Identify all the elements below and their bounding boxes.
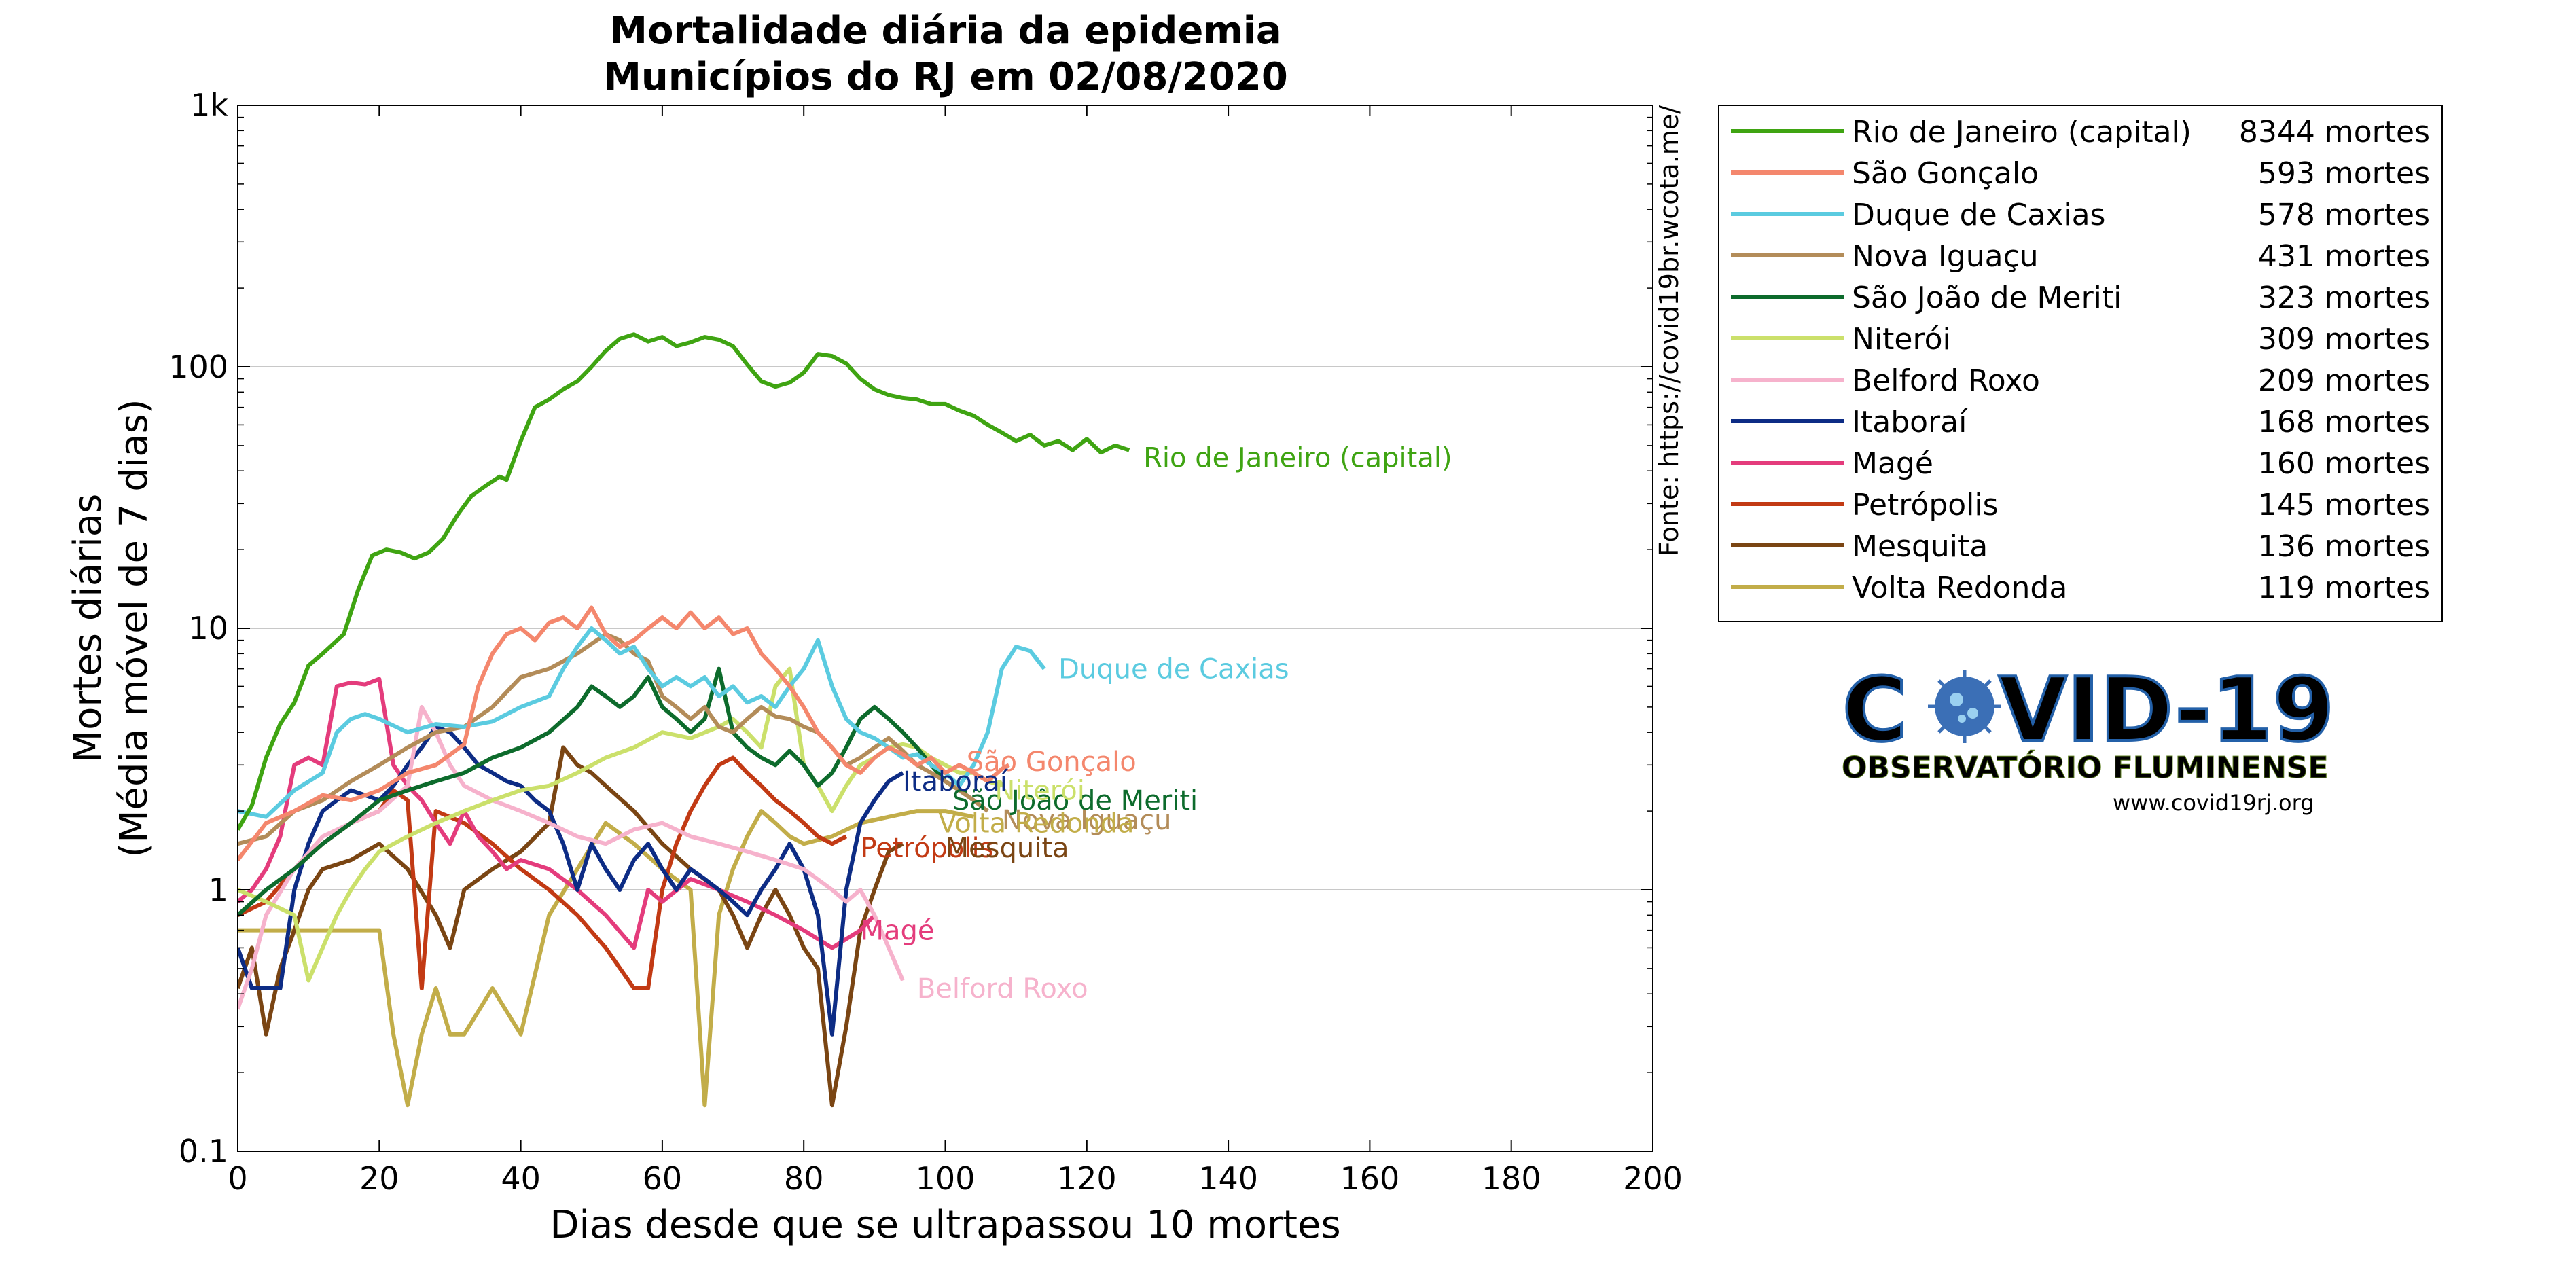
legend-entry: Niterói 309 mortes <box>1731 322 2430 357</box>
legend-entry: Magé 160 mortes <box>1731 446 2430 481</box>
legend-count: 431 mortes <box>2258 239 2430 274</box>
covid-logo: C VID-19 OBSERVATÓRIO FLUMINENSE www.cov… <box>1841 657 2336 816</box>
legend-entry: Mesquita 136 mortes <box>1731 529 2430 564</box>
y-axis-label: (Média móvel de 7 dias) <box>112 399 156 857</box>
series-end-label: São Gonçalo <box>967 746 1137 778</box>
x-axis-label: Dias desde que se ultrapassou 10 mortes <box>550 1203 1340 1247</box>
series-end-label: Itaboraí <box>903 766 1009 797</box>
legend-name: Volta Redonda <box>1852 571 2067 605</box>
x-tick-label: 60 <box>643 1160 683 1197</box>
x-tick-label: 20 <box>359 1160 399 1197</box>
series-line <box>238 666 975 917</box>
series-end-label: Mesquita <box>946 833 1069 864</box>
series-line <box>238 677 876 950</box>
legend-entry: Volta Redonda 119 mortes <box>1731 571 2430 605</box>
series-end-label: Volta Redonda <box>938 808 1134 840</box>
legend-count: 309 mortes <box>2258 322 2430 357</box>
legend-count: 145 mortes <box>2258 488 2430 522</box>
legend-count: 209 mortes <box>2258 363 2430 398</box>
legend-name: Petrópolis <box>1852 488 1999 522</box>
x-tick-label: 120 <box>1057 1160 1117 1197</box>
plot-series: Rio de Janeiro (capital) São Gonçalo Duque… <box>238 332 1452 1108</box>
legend-name: Rio de Janeiro (capital) <box>1852 115 2192 149</box>
y-tick-label: 1 <box>209 871 228 908</box>
legend-count: 593 mortes <box>2258 156 2430 191</box>
legend-entry: Itaboraí 168 mortes <box>1731 405 2430 439</box>
y-tick-label: 1k <box>190 87 228 124</box>
x-tick-label: 100 <box>916 1160 976 1197</box>
legend-count: 323 mortes <box>2258 281 2430 315</box>
series-line <box>238 605 1010 861</box>
legend-entry: São Gonçalo 593 mortes <box>1731 156 2430 191</box>
y-tick-label: 0.1 <box>179 1133 228 1170</box>
axis-labels: Dias desde que se ultrapassou 10 mortes M… <box>66 399 1341 1247</box>
chart-title: Mortalidade diária da epidemiaMunicípios… <box>603 9 1288 99</box>
legend-entry: Nova Iguaçu 431 mortes <box>1731 239 2430 274</box>
legend-entry: Rio de Janeiro (capital) 8344 mortes <box>1731 115 2430 149</box>
x-tick-label: 200 <box>1623 1160 1683 1197</box>
legend-name: Belford Roxo <box>1852 363 2040 398</box>
legend-name: Niterói <box>1852 322 1951 357</box>
legend-entry: Belford Roxo 209 mortes <box>1731 363 2430 398</box>
series-end-label: Niterói <box>995 776 1084 807</box>
series-line <box>238 745 904 1108</box>
legend-count: 136 mortes <box>2258 529 2430 564</box>
legend-name: São Gonçalo <box>1852 156 2039 191</box>
legend-entry: Petrópolis 145 mortes <box>1731 488 2430 522</box>
legend-name: Mesquita <box>1852 529 1988 564</box>
x-tick-label: 80 <box>784 1160 824 1197</box>
series-line <box>238 809 974 1108</box>
logo-word: VID-19 <box>1999 658 2334 761</box>
series-end-label: São João de Meriti <box>952 785 1198 816</box>
y-tick-label: 10 <box>188 610 228 647</box>
series-end-label: Petrópolis <box>861 833 994 864</box>
series-line <box>238 725 904 1037</box>
x-tick-label: 40 <box>501 1160 541 1197</box>
legend-name: Duque de Caxias <box>1852 198 2105 232</box>
series-end-label: Belford Roxo <box>917 973 1088 1005</box>
y-axis-label: Mortes diárias <box>66 494 110 763</box>
legend-count: 578 mortes <box>2258 198 2430 232</box>
legend-name: Itaboraí <box>1852 405 1968 439</box>
series-lines <box>238 332 1130 1108</box>
x-tick-label: 160 <box>1340 1160 1399 1197</box>
legend-name: São João de Meriti <box>1852 281 2122 315</box>
legend-entry: Duque de Caxias 578 mortes <box>1731 198 2430 232</box>
series-end-label: Rio de Janeiro (capital) <box>1143 443 1452 474</box>
x-tick-label: 180 <box>1482 1160 1541 1197</box>
legend: Rio de Janeiro (capital) 8344 mortes São G… <box>1718 105 2443 622</box>
legend-count: 119 mortes <box>2258 571 2430 605</box>
series-end-label: Duque de Caxias <box>1058 654 1289 685</box>
title-line: Mortalidade diária da epidemia <box>609 9 1281 53</box>
legend-count: 160 mortes <box>2258 446 2430 481</box>
logo-url: www.covid19rj.org <box>2113 790 2314 816</box>
legend-name: Magé <box>1852 446 1933 481</box>
series-line <box>238 626 1046 819</box>
logo-subtitle: OBSERVATÓRIO FLUMINENSE <box>1842 749 2329 785</box>
series-line <box>238 332 1130 831</box>
y-tick-label: 100 <box>168 348 228 385</box>
grid-lines <box>238 366 1653 890</box>
series-end-label: Magé <box>861 916 935 947</box>
legend-box <box>1718 105 2443 622</box>
legend-count: 168 mortes <box>2258 405 2430 439</box>
legend-name: Nova Iguaçu <box>1852 239 2039 274</box>
x-tick-label: 0 <box>228 1160 247 1197</box>
legend-entry: São João de Meriti 323 mortes <box>1731 281 2430 315</box>
series-line <box>238 632 989 846</box>
series-end-label: Nova Iguaçu <box>1002 805 1172 836</box>
title-line: Municípios do RJ em 02/08/2020 <box>603 55 1288 99</box>
logo-letter-c: C <box>1842 658 1907 761</box>
source-note: Fonte: https://covid19br.wcota.me/ <box>1654 105 1684 556</box>
virus-icon <box>1928 670 2001 743</box>
legend-count: 8344 mortes <box>2239 115 2430 149</box>
x-tick-label: 140 <box>1198 1160 1258 1197</box>
axis-ticks: 0 20 40 60 80 100 120 140 160 180 200 0.1 1 10 100 1k <box>168 87 1683 1197</box>
